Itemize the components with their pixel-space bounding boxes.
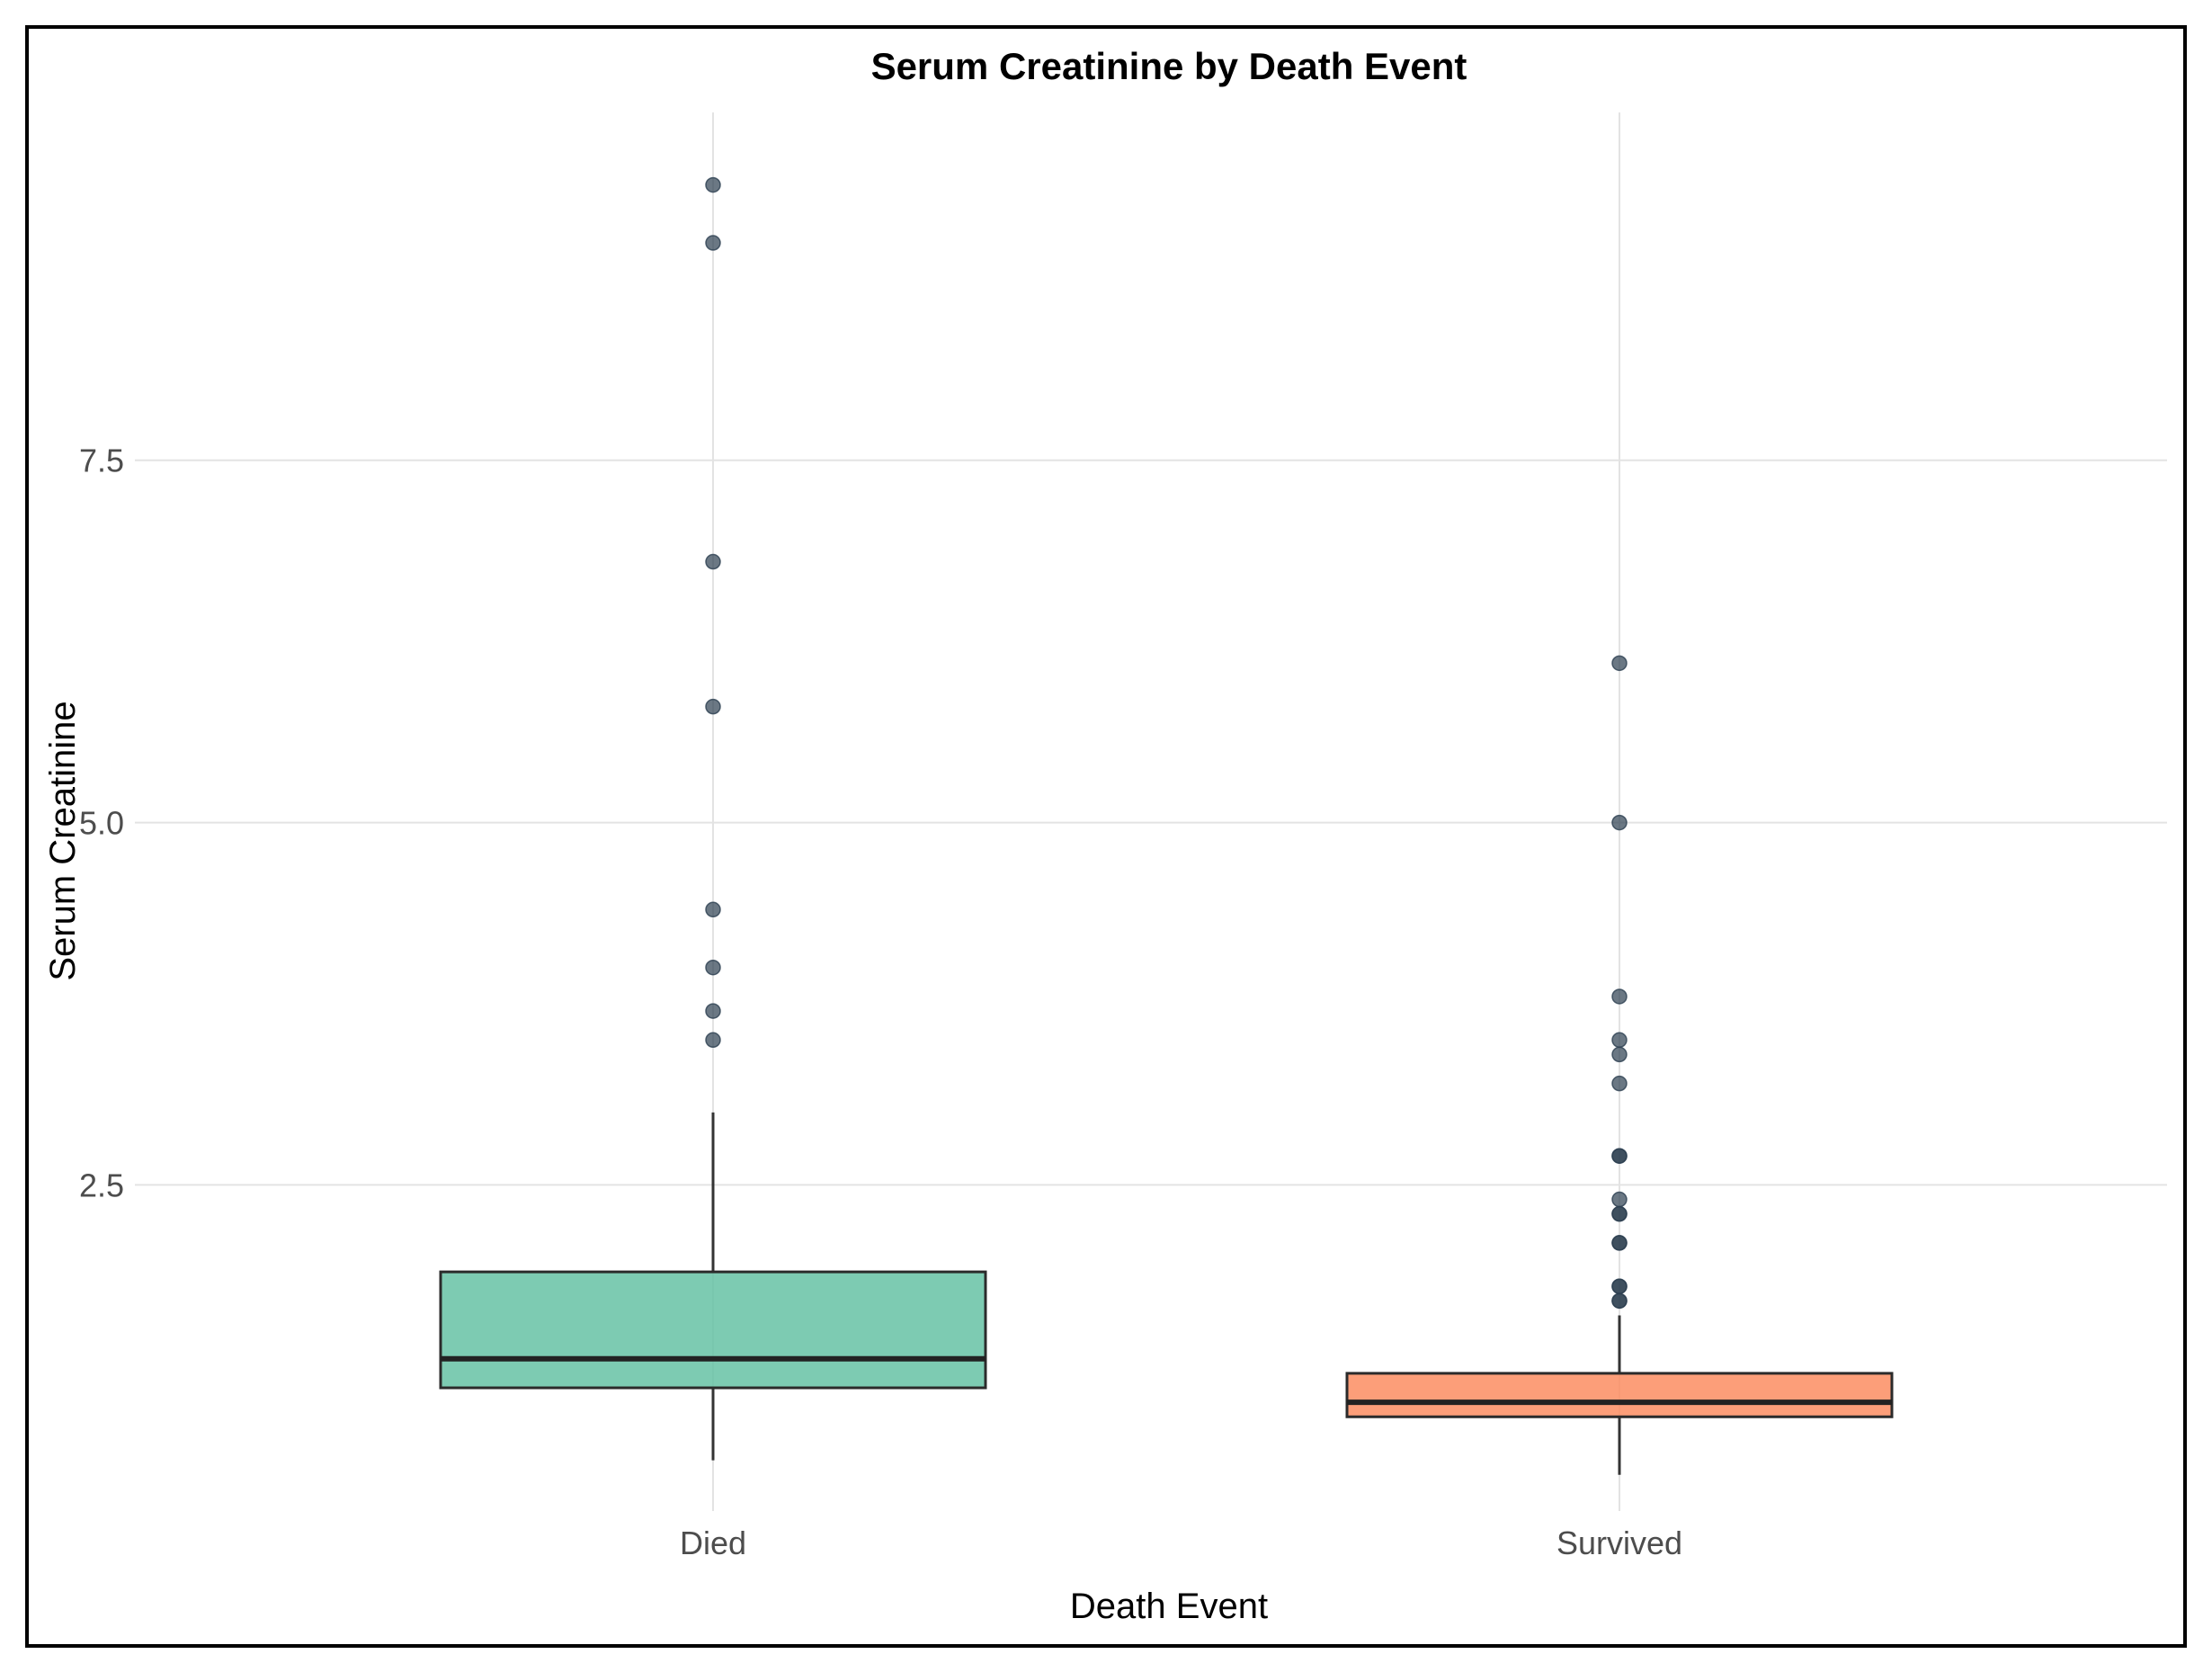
y-axis-label: Serum Creatinine: [43, 701, 83, 980]
x-axis-label: Death Event: [1070, 1587, 1268, 1626]
outlier-point: [1611, 1205, 1628, 1222]
axes: 2.5 5.0 7.5 Died Survived: [79, 443, 1682, 1561]
outlier-point: [1611, 1278, 1628, 1294]
iqr-box: [1345, 1372, 1894, 1418]
outlier-point: [1611, 1191, 1628, 1208]
outlier-point: [705, 176, 721, 193]
x-tick-label: Died: [680, 1524, 746, 1561]
outlier-point: [1611, 988, 1628, 1005]
box-died: [439, 176, 987, 1461]
outlier-point: [705, 959, 721, 976]
outlier-point: [705, 901, 721, 918]
outlier-point: [1611, 1046, 1628, 1063]
outlier-point: [1611, 1235, 1628, 1251]
plot-area: [439, 176, 1894, 1475]
outlier-point: [1611, 814, 1628, 831]
outlier-point: [705, 698, 721, 715]
outlier-point: [1611, 655, 1628, 672]
x-tick-label: Survived: [1556, 1524, 1682, 1561]
grid: [135, 112, 2167, 1511]
y-tick-label: 2.5: [79, 1167, 124, 1203]
box-survived: [1345, 655, 1894, 1475]
outlier-point: [705, 553, 721, 570]
chart-title: Serum Creatinine by Death Event: [871, 45, 1467, 87]
y-tick-label: 5.0: [79, 805, 124, 842]
outlier-point: [705, 1003, 721, 1019]
outlier-point: [1611, 1075, 1628, 1092]
outlier-point: [1611, 1148, 1628, 1164]
outlier-point: [1611, 1032, 1628, 1049]
y-tick-label: 7.5: [79, 443, 124, 479]
outlier-point: [705, 1032, 721, 1049]
outlier-point: [1611, 1292, 1628, 1310]
iqr-box: [439, 1270, 987, 1390]
outlier-point: [705, 235, 721, 251]
